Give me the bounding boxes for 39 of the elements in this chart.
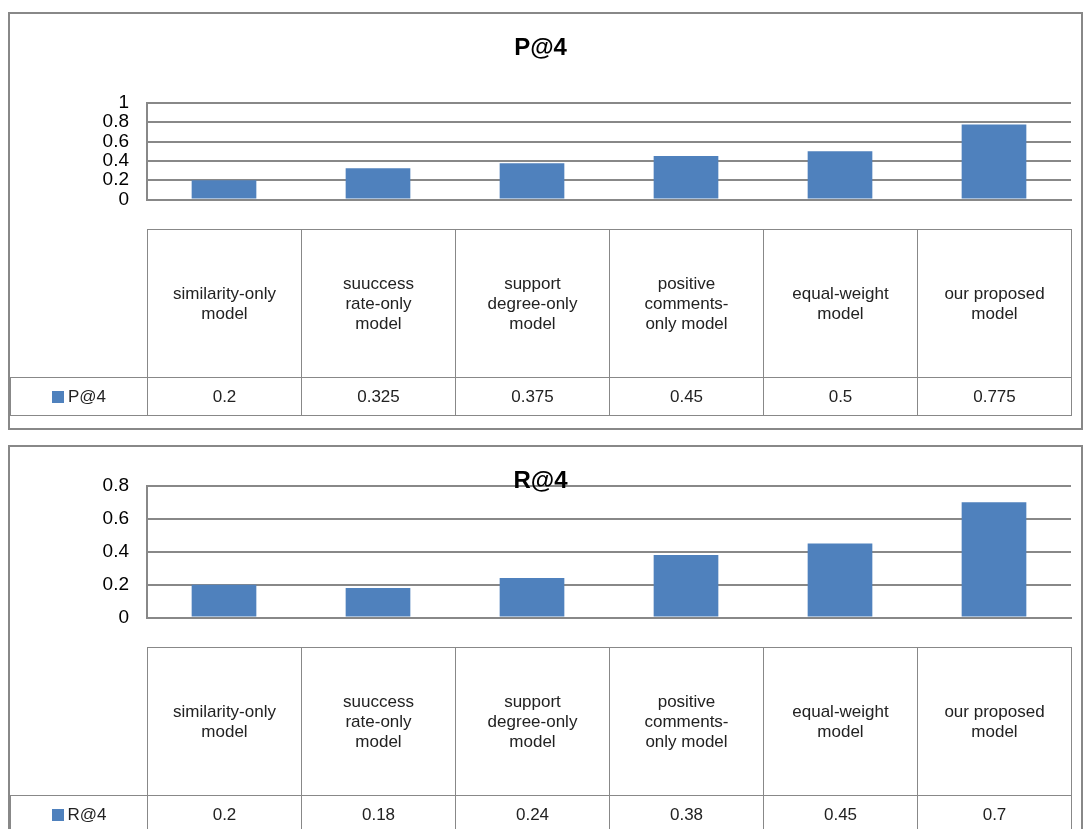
- data-label: 0.325: [301, 377, 456, 416]
- data-label: 0.18: [301, 795, 456, 829]
- chart-title: P@4: [514, 33, 568, 61]
- chart-title: R@4: [513, 466, 569, 494]
- y-tick-label: 0.8: [102, 474, 129, 496]
- y-tick-label: 0.4: [102, 539, 130, 561]
- x-tick-label: similarity-only model: [147, 229, 302, 378]
- data-label: 0.2: [147, 795, 302, 829]
- data-label: 0.775: [917, 377, 1072, 416]
- x-tick-label: suuccess rate-only model: [301, 229, 456, 378]
- x-tick-label: positive comments-only model: [609, 229, 764, 378]
- y-tick-label: 0: [118, 605, 129, 627]
- x-tick-label: equal-weight model: [763, 229, 918, 378]
- y-tick-label: 0.8: [102, 110, 129, 132]
- y-tick-label: 0.6: [102, 506, 129, 528]
- data-label: 0.375: [455, 377, 610, 416]
- x-tick-label: support degree-only model: [455, 229, 610, 378]
- y-tick-label: 0: [118, 187, 129, 209]
- y-tick-label: 1: [118, 91, 129, 113]
- y-tick-label: 0.6: [102, 129, 129, 151]
- data-label: 0.45: [763, 795, 918, 829]
- x-tick-label: similarity-only model: [147, 647, 302, 796]
- y-tick-label: 0.2: [102, 168, 129, 190]
- x-tick-label: suuccess rate-only model: [301, 647, 456, 796]
- data-label: 0.7: [917, 795, 1072, 829]
- data-label: 0.45: [609, 377, 764, 416]
- legend-label: R@4: [10, 795, 148, 829]
- x-tick-label: support degree-only model: [455, 647, 610, 796]
- legend-label: P@4: [10, 377, 148, 416]
- data-label: 0.24: [455, 795, 610, 829]
- x-tick-label: our proposed model: [917, 647, 1072, 796]
- x-tick-label: our proposed model: [917, 229, 1072, 378]
- x-tick-label: equal-weight model: [763, 647, 918, 796]
- x-tick-label: positive comments-only model: [609, 647, 764, 796]
- data-label: 0.5: [763, 377, 918, 416]
- y-tick-label: 0.4: [102, 149, 130, 171]
- y-tick-label: 0.2: [102, 572, 129, 594]
- data-label: 0.38: [609, 795, 764, 829]
- data-label: 0.2: [147, 377, 302, 416]
